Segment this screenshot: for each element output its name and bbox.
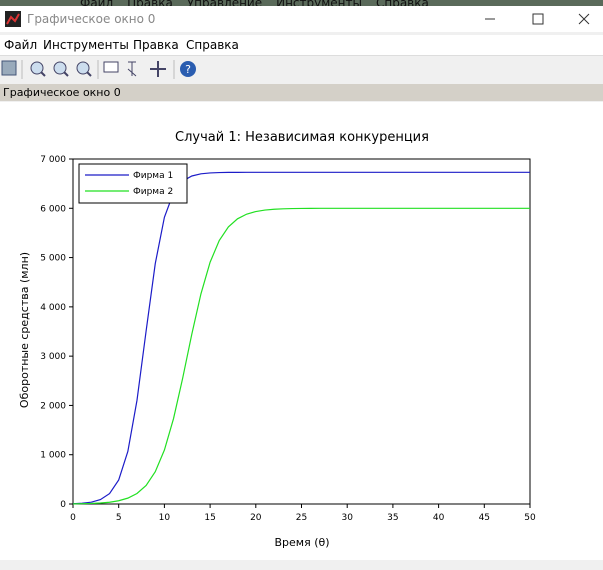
y-tick-label: 1 000 [40,451,66,461]
zoom-out-tool[interactable] [76,61,92,77]
background-menu-item: Управление [187,0,262,6]
svg-text:?: ? [185,63,191,76]
datatip-tool[interactable] [103,61,119,73]
title-bar: Графическое окно 0 [0,6,603,32]
y-axis-label: Оборотные средства (млн) [18,252,31,408]
background-menu-item: Инструменты [276,0,362,6]
y-tick-label: 4 000 [40,303,66,313]
zoom-in-tool[interactable] [30,61,46,77]
y-tick-label: 7 000 [40,155,66,165]
background-menu-item: Файл [80,0,113,6]
legend-box [78,163,188,204]
x-tick-label: 50 [524,513,536,523]
x-tick-label: 25 [296,513,307,523]
menu-item[interactable]: Файл [4,38,38,52]
chart: Случай 1: Независимая конкуренция Время … [0,102,603,560]
legend-label: Фирма 1 [133,171,173,181]
pan-tool[interactable] [150,61,166,77]
background-menu-item: Справка [376,0,429,6]
series-line [72,207,530,505]
y-tick-label: 3 000 [40,352,66,362]
x-tick-label: 45 [479,513,490,523]
x-tick-label: 40 [433,513,445,523]
x-axis-label: Время (θ) [274,536,329,549]
zoom-reset-tool[interactable] [53,61,69,77]
x-tick-label: 30 [341,513,353,523]
window-controls [485,13,590,25]
x-tick-label: 35 [387,513,398,523]
close-button[interactable] [578,13,590,25]
background-menu-item: Правка [127,0,173,6]
y-tick-label: 0 [60,500,66,510]
toolbar: ? [0,57,603,82]
chart-title: Случай 1: Независимая конкуренция [175,130,429,145]
app-icon [5,11,21,27]
y-tick-label: 2 000 [40,401,66,411]
menu-item[interactable]: Правка [133,38,179,52]
help-button[interactable]: ? [180,61,196,77]
rotate-tool[interactable] [1,60,17,76]
maximize-button[interactable] [532,13,544,25]
x-tick-label: 5 [116,513,122,523]
series-line [72,171,530,505]
x-tick-label: 0 [70,513,76,523]
background-window-menu: Файл Правка Управление Инструменты Справка [0,0,603,6]
window-title: Графическое окно 0 [27,12,156,26]
menu-bar: Файл Инструменты Правка Справка [0,35,603,56]
edit-tool[interactable] [127,61,137,77]
y-tick-label: 5 000 [40,254,66,264]
x-tick-label: 10 [159,513,171,523]
status-bar: Графическое окно 0 [0,84,603,101]
x-tick-label: 15 [204,513,215,523]
menu-item[interactable]: Инструменты [43,38,129,52]
menu-item[interactable]: Справка [186,38,239,52]
legend-label: Фирма 2 [133,187,173,197]
y-tick-label: 6 000 [40,204,66,214]
x-tick-label: 20 [250,513,262,523]
